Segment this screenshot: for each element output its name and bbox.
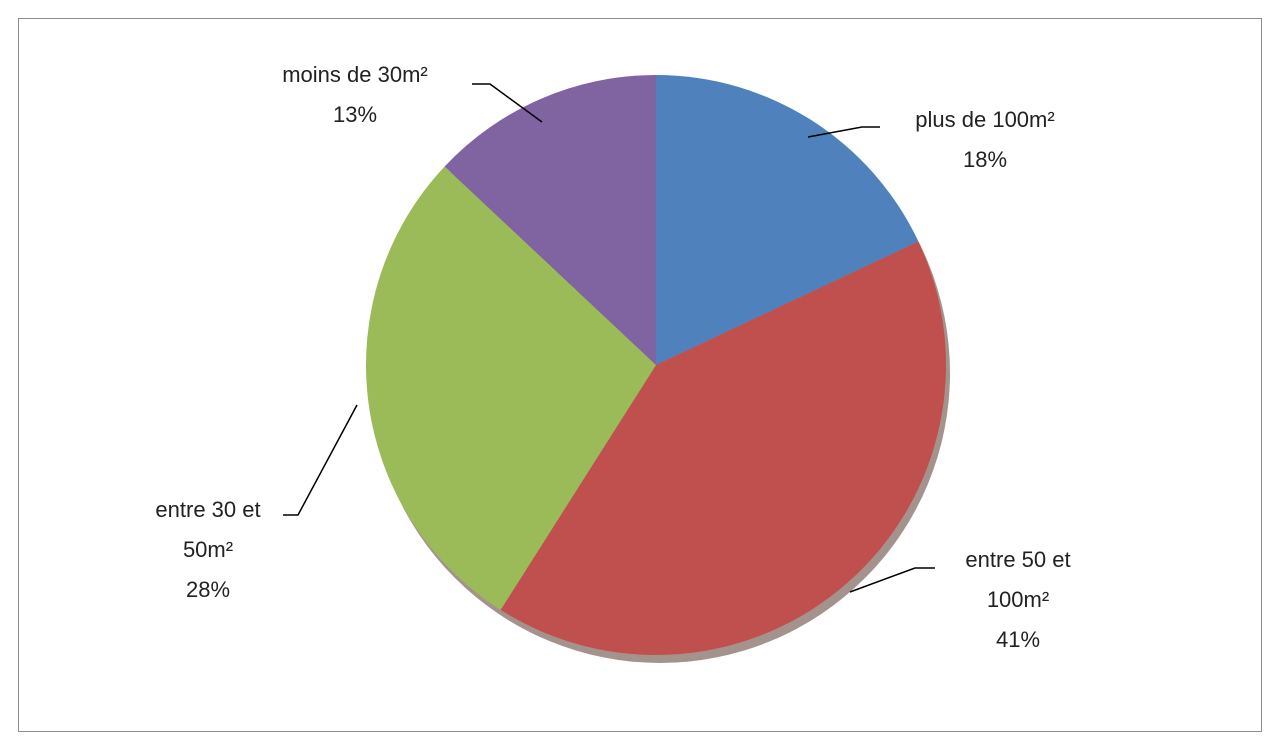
pie-slice xyxy=(365,166,656,610)
leader-line xyxy=(283,404,358,516)
data-label-category: entre 50 et 100m² xyxy=(965,547,1071,612)
data-label-category: plus de 100m² xyxy=(915,107,1055,132)
leader-line xyxy=(472,83,543,123)
pie-slice xyxy=(656,75,919,365)
leader-line xyxy=(849,567,935,593)
chart-frame xyxy=(18,18,1262,732)
data-label-category: moins de 30m² xyxy=(282,62,428,87)
data-label-value: 28% xyxy=(185,577,231,602)
leader-line xyxy=(807,126,880,138)
data-label-value: 13% xyxy=(332,102,378,127)
pie-slice xyxy=(500,241,947,656)
data-label-value: 41% xyxy=(995,627,1041,652)
data-label-value: 18% xyxy=(962,147,1008,172)
pie-slice xyxy=(444,75,656,365)
data-label-category: entre 30 et 50m² xyxy=(155,497,261,562)
